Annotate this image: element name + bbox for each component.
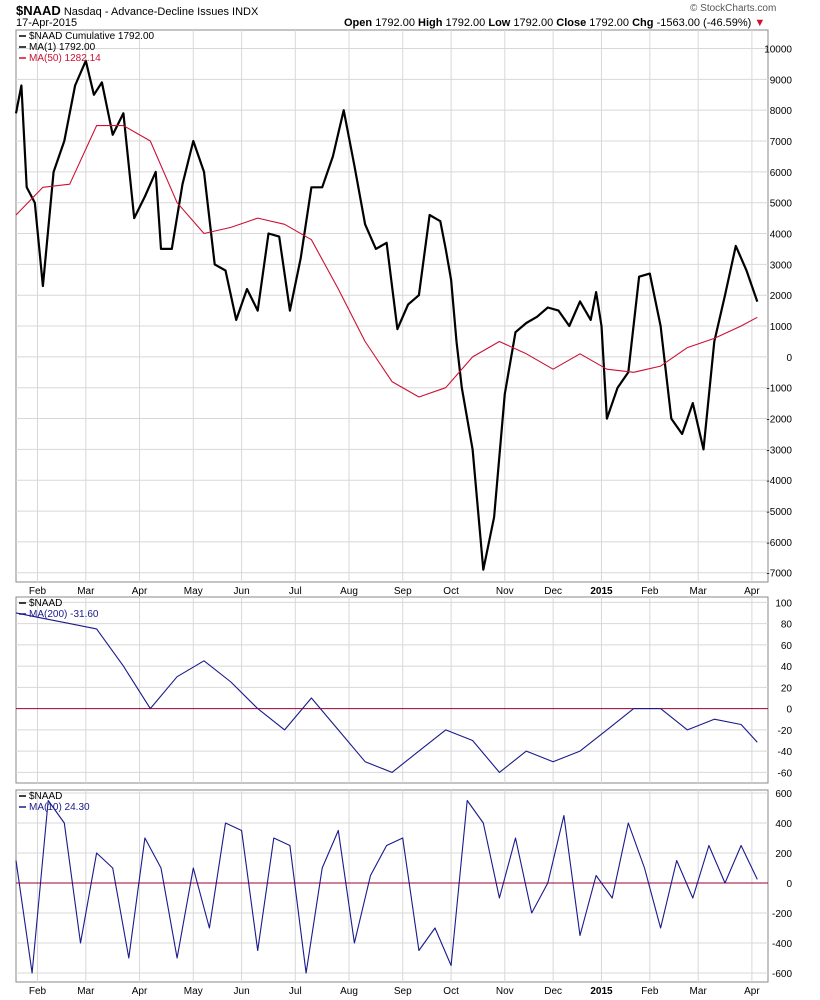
y-tick-label: 8000 <box>770 106 793 117</box>
x-tick-label: Apr <box>132 986 148 997</box>
y-tick-label: 4000 <box>770 230 793 241</box>
x-tick-label: Mar <box>77 586 95 597</box>
chart-title-row: $NAAD Nasdaq - Advance-Decline Issues IN… <box>16 3 258 18</box>
x-tick-label: Sep <box>394 986 412 997</box>
x-tick-label: Feb <box>641 986 659 997</box>
x-tick-label: Feb <box>29 586 47 597</box>
y-tick-label: 7000 <box>770 137 793 148</box>
watermark: © StockCharts.com <box>690 3 777 14</box>
y-tick-label: 9000 <box>770 75 793 86</box>
series-line--naad-cumulative <box>14 59 759 571</box>
high-value: 1792.00 <box>445 17 486 29</box>
chg-label: Chg <box>632 17 654 29</box>
high-label: High <box>418 17 443 29</box>
y-tick-label: 0 <box>786 353 792 364</box>
x-tick-label: Nov <box>496 586 514 597</box>
x-tick-label: May <box>184 986 203 997</box>
y-tick-label: -200 <box>772 909 792 920</box>
x-tick-label: Apr <box>744 586 760 597</box>
panel-frame <box>15 789 769 983</box>
y-tick-label: 200 <box>775 849 792 860</box>
y-tick-label: 2000 <box>770 291 793 302</box>
y-tick-label: -60 <box>778 768 793 779</box>
x-tick-label: Jun <box>234 986 250 997</box>
y-tick-label: 0 <box>786 705 792 716</box>
x-tick-label: Feb <box>29 986 47 997</box>
ohlc-row: Open 1792.00 High 1792.00 Low 1792.00 Cl… <box>344 17 765 29</box>
x-tick-label: Dec <box>544 586 562 597</box>
close-label: Close <box>556 17 587 29</box>
close-value: 1792.00 <box>589 17 630 29</box>
x-tick-label: Jun <box>234 586 250 597</box>
symbol: $NAAD <box>16 3 61 18</box>
x-tick-label: Apr <box>132 586 148 597</box>
x-tick-label: Aug <box>340 586 358 597</box>
legend-entry: MA(200) -31.60 <box>29 609 99 620</box>
y-tick-label: 5000 <box>770 199 793 210</box>
y-tick-label: -1000 <box>766 384 792 395</box>
x-tick-label: Nov <box>496 986 514 997</box>
series-line-ma-200- <box>15 612 758 773</box>
legend-entry: MA(1) 1792.00 <box>29 42 96 53</box>
x-tick-label: Mar <box>77 986 95 997</box>
panel-frame <box>15 596 769 784</box>
y-tick-label: -400 <box>772 939 792 950</box>
open-value: 1792.00 <box>375 17 415 29</box>
x-tick-label: Apr <box>744 986 760 997</box>
y-tick-label: -5000 <box>766 507 792 518</box>
y-tick-label: -20 <box>778 726 793 737</box>
y-tick-label: -3000 <box>766 445 792 456</box>
y-tick-label: -40 <box>778 747 793 758</box>
x-tick-label: Oct <box>443 586 459 597</box>
chg-value: -1563.00 (-46.59%) <box>656 17 752 29</box>
panel-frame <box>15 29 769 583</box>
y-tick-label: 40 <box>781 662 793 673</box>
symbol-name: Nasdaq - Advance-Decline Issues <box>63 6 229 18</box>
x-tick-label: Dec <box>544 986 562 997</box>
y-tick-label: 100 <box>775 598 792 609</box>
low-value: 1792.00 <box>513 17 554 29</box>
x-tick-label: 2015 <box>590 586 613 597</box>
low-label: Low <box>488 17 511 29</box>
y-tick-label: 60 <box>781 641 793 652</box>
open-label: Open <box>344 17 373 29</box>
x-tick-label: Sep <box>394 586 412 597</box>
date-label: 17-Apr-2015 <box>16 17 78 29</box>
x-tick-label: Aug <box>340 986 358 997</box>
legend-entry: $NAAD <box>29 598 62 609</box>
x-tick-label: Jul <box>289 586 302 597</box>
x-tick-label: 2015 <box>590 986 613 997</box>
legend-entry: MA(50) 1282.14 <box>29 53 101 64</box>
y-tick-label: 3000 <box>770 260 793 271</box>
x-tick-label: Oct <box>443 986 459 997</box>
y-tick-label: 10000 <box>764 45 792 56</box>
x-tick-label: Mar <box>690 986 708 997</box>
x-tick-label: Jul <box>289 986 302 997</box>
y-tick-label: -2000 <box>766 415 792 426</box>
y-tick-label: 80 <box>781 620 793 631</box>
exchange: INDX <box>232 6 259 18</box>
y-tick-label: 400 <box>775 819 792 830</box>
y-tick-label: -4000 <box>766 476 792 487</box>
y-tick-label: -600 <box>772 969 792 980</box>
series-line-ma-50- <box>15 125 758 398</box>
y-tick-label: 6000 <box>770 168 793 179</box>
legend-entry: $NAAD Cumulative 1792.00 <box>29 31 155 42</box>
y-tick-label: 0 <box>786 879 792 890</box>
y-tick-label: -7000 <box>766 569 792 580</box>
x-tick-label: Feb <box>641 586 659 597</box>
down-triangle-icon: ▼ <box>754 17 766 29</box>
x-tick-label: May <box>184 586 203 597</box>
series-line-ma-10- <box>15 799 758 974</box>
y-tick-label: 20 <box>781 683 793 694</box>
y-tick-label: 600 <box>775 789 792 800</box>
y-tick-label: 1000 <box>770 322 793 333</box>
x-tick-label: Mar <box>690 586 708 597</box>
y-tick-label: -6000 <box>766 538 792 549</box>
legend-entry: MA(10) 24.30 <box>29 802 90 813</box>
legend-entry: $NAAD <box>29 791 62 802</box>
